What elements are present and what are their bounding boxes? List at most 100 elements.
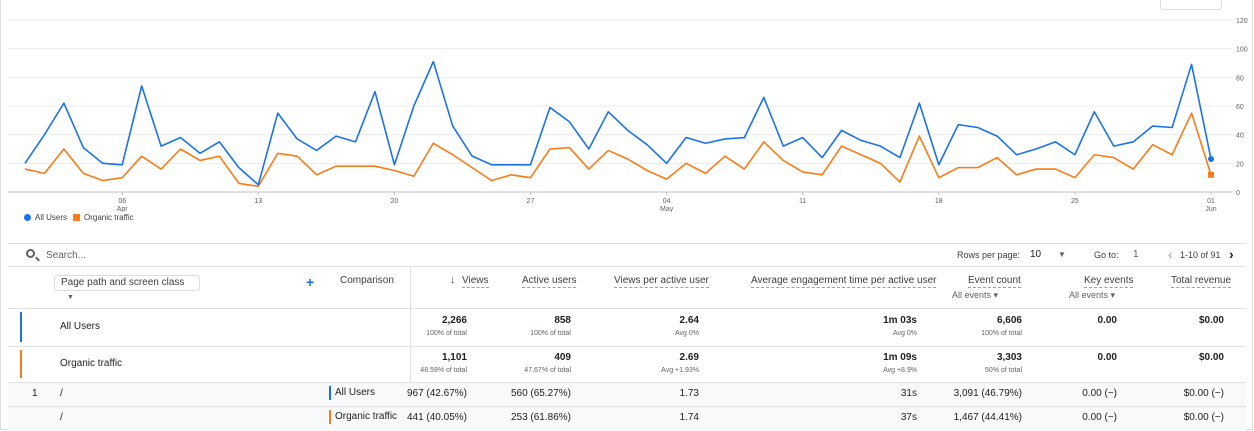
row-key: 0.00 (−): [1082, 412, 1117, 423]
row-segment: Organic traffic: [329, 410, 397, 424]
row-segment: All Users: [329, 386, 375, 400]
summary-vpu: 2.69: [679, 352, 699, 363]
row-eng: 37s: [900, 412, 917, 423]
summary-views-sub: 100% of total: [426, 330, 467, 337]
table-toolbar: Search... Rows per page: 10 ▼ Go to: 1 ‹…: [8, 243, 1246, 267]
row-vpu: 1.73: [679, 388, 699, 399]
page-range: 1-10 of 91: [1180, 250, 1221, 260]
rows-per-page-label: Rows per page:: [957, 250, 1021, 260]
x-tick-label: 25: [1071, 198, 1079, 205]
comparison-header: Comparison: [340, 275, 394, 286]
summary-rev: $0.00: [1198, 352, 1224, 363]
y-tick-label: 100: [1236, 47, 1248, 54]
summary-events-sub: 50% of total: [985, 367, 1022, 374]
key-filter-label: All events: [1069, 290, 1109, 300]
summary-events: 6,606: [996, 315, 1022, 326]
dimension-select[interactable]: Page path and screen class ▼: [54, 275, 200, 301]
summary-label: All Users: [60, 321, 101, 332]
segment-color-bar: [20, 350, 22, 378]
y-tick-label: 20: [1236, 161, 1244, 168]
event-count-header[interactable]: Event count: [968, 275, 1021, 288]
views-header[interactable]: Views: [462, 275, 489, 288]
organic-legend-square: [73, 214, 81, 221]
event-filter-label: All events: [952, 290, 992, 300]
revenue-header[interactable]: Total revenue: [1171, 275, 1232, 288]
next-page-icon[interactable]: ›: [1229, 246, 1234, 262]
summary-eng-sub: Avg +8.9%: [883, 367, 917, 374]
table-row[interactable]: [8, 382, 1246, 407]
summary-eng-sub: Avg 0%: [893, 330, 917, 337]
x-tick-label: 27: [527, 198, 535, 205]
legend-all-users[interactable]: All Users: [35, 213, 68, 222]
x-tick-label: 13: [254, 198, 262, 205]
chevron-down-icon[interactable]: ▼: [1058, 250, 1066, 259]
x-tick-month: May: [660, 206, 674, 212]
active-users-header[interactable]: Active users: [522, 275, 577, 288]
summary-vpu-sub: Avg 0%: [675, 330, 699, 337]
sort-arrow-icon[interactable]: ↓: [450, 274, 456, 286]
goto-label: Go to:: [1094, 250, 1119, 260]
add-dimension-button[interactable]: +: [306, 274, 315, 290]
x-tick-label: 18: [935, 198, 943, 205]
dimension-label: Page path and screen class: [61, 277, 185, 288]
summary-users: 409: [554, 352, 571, 363]
last-point-all-users: [1208, 156, 1214, 163]
summary-views: 1,101: [441, 352, 467, 363]
key-events-header[interactable]: Key events: [1084, 275, 1134, 288]
row-rev: $0.00 (−): [1183, 412, 1224, 423]
row-path[interactable]: /: [60, 388, 63, 399]
summary-key: 0.00: [1097, 315, 1117, 326]
y-tick-label: 120: [1236, 18, 1248, 25]
y-tick-label: 0: [1236, 190, 1240, 197]
summary-views-sub: 48.59% of total: [420, 367, 467, 374]
prev-page-icon[interactable]: ‹: [1168, 247, 1173, 262]
chart-legend: All Users Organic traffic: [24, 213, 134, 222]
row-index: 1: [32, 388, 38, 399]
search-icon[interactable]: [26, 249, 35, 258]
summary-eng: 1m 09s: [883, 352, 917, 363]
segment-color-bar: [20, 312, 22, 342]
chart-options-box[interactable]: [1160, 0, 1222, 10]
summary-users: 858: [554, 315, 571, 326]
rows-per-page-select[interactable]: 10: [1030, 249, 1042, 260]
y-tick-label: 40: [1236, 133, 1244, 140]
summary-key: 0.00: [1097, 352, 1117, 363]
summary-row-all-users: [8, 308, 1246, 347]
summary-events: 3,303: [996, 352, 1022, 363]
search-input[interactable]: Search...: [46, 250, 87, 261]
summary-vpu-sub: Avg +1.93%: [661, 367, 699, 374]
row-views: 441 (40.05%): [406, 412, 467, 423]
row-eng: 31s: [900, 388, 917, 399]
summary-users-sub: 100% of total: [530, 330, 571, 337]
row-users: 253 (61.86%): [510, 412, 571, 423]
x-tick-label: 11: [799, 198, 806, 205]
legend-organic[interactable]: Organic traffic: [84, 213, 134, 222]
row-vpu: 1.74: [679, 412, 699, 423]
goto-input[interactable]: 1: [1133, 249, 1139, 260]
y-tick-label: 80: [1236, 75, 1244, 82]
row-events: 3,091 (46.79%): [953, 388, 1022, 399]
all-users-legend-dot: [24, 214, 31, 221]
chevron-down-icon: ▼: [67, 294, 74, 301]
x-tick-label: 20: [391, 198, 399, 205]
row-events: 1,467 (44.41%): [953, 412, 1022, 423]
summary-users-sub: 47.67% of total: [524, 367, 571, 374]
summary-rev: $0.00: [1198, 315, 1224, 326]
avg-engagement-header[interactable]: Average engagement time per active user: [751, 275, 937, 288]
series-line-all-users: [24, 60, 1212, 186]
table-row[interactable]: [8, 406, 1246, 431]
series-line-organic: [24, 112, 1212, 188]
event-filter[interactable]: All events ▾: [952, 290, 999, 300]
views-per-user-header[interactable]: Views per active user: [614, 275, 709, 288]
x-tick-label: 06: [118, 198, 126, 205]
summary-events-sub: 100% of total: [981, 330, 1022, 337]
column-divider: [410, 266, 411, 431]
row-path[interactable]: /: [60, 412, 63, 423]
summary-row-organic: [8, 346, 1246, 383]
x-tick-label: 04: [663, 198, 671, 205]
row-users: 560 (65.27%): [510, 388, 571, 399]
row-views: 967 (42.67%): [406, 388, 467, 399]
summary-vpu: 2.64: [679, 315, 699, 326]
row-key: 0.00 (−): [1082, 388, 1117, 399]
key-events-filter[interactable]: All events ▾: [1069, 290, 1116, 300]
